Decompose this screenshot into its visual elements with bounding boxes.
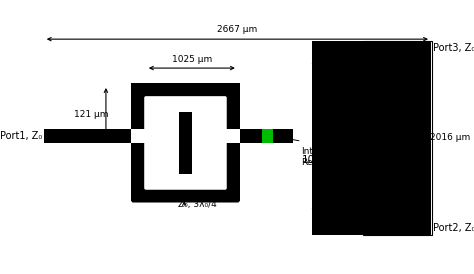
Bar <box>44 129 135 143</box>
Text: Z₀, 3λ₀/4: Z₀, 3λ₀/4 <box>178 200 216 209</box>
Bar <box>131 129 147 143</box>
Bar <box>273 129 293 143</box>
Text: 121 μm: 121 μm <box>73 110 108 119</box>
Bar <box>179 98 192 112</box>
Text: 1025 μm: 1025 μm <box>172 55 212 64</box>
Text: 2667 μm: 2667 μm <box>217 25 257 34</box>
Bar <box>224 129 239 143</box>
Bar <box>131 83 239 201</box>
Bar <box>145 97 226 187</box>
Text: Port1, Z₀: Port1, Z₀ <box>0 131 42 141</box>
Bar <box>44 129 131 143</box>
Text: Port2, Z₀: Port2, Z₀ <box>433 223 474 233</box>
FancyBboxPatch shape <box>131 83 239 202</box>
Bar <box>312 42 431 235</box>
Bar <box>363 221 431 235</box>
Bar <box>236 129 262 143</box>
Text: Port3, Z₀: Port3, Z₀ <box>433 43 474 53</box>
Bar <box>363 41 432 235</box>
Bar <box>131 129 147 143</box>
FancyBboxPatch shape <box>144 96 227 190</box>
Bar <box>179 98 192 188</box>
Bar <box>223 129 239 143</box>
Bar <box>312 41 431 230</box>
Bar <box>262 129 273 143</box>
Text: 234.95μm: 234.95μm <box>164 161 210 170</box>
Text: 100Ω: 100Ω <box>301 155 329 165</box>
Text: 2016 μm: 2016 μm <box>430 133 470 142</box>
Bar <box>179 174 192 188</box>
Bar <box>363 41 431 55</box>
Text: Z₀/√2, λ₀/4: Z₀/√2, λ₀/4 <box>133 183 181 192</box>
Text: Integrated
Resistor: Integrated Resistor <box>301 147 349 167</box>
Polygon shape <box>312 44 388 228</box>
